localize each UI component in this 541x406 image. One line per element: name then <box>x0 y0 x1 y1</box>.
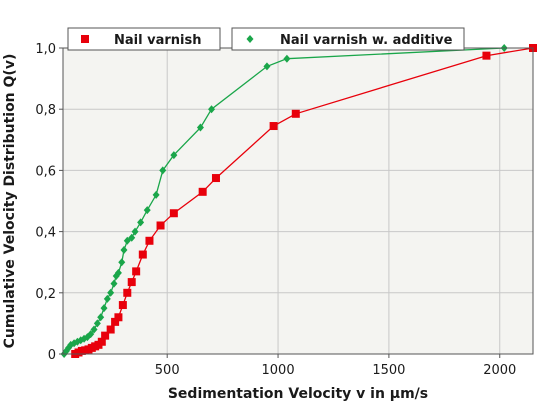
x-axis-title: Sedimentation Velocity v in µm/s <box>168 386 428 402</box>
data-point <box>97 337 106 346</box>
data-point <box>127 278 136 287</box>
y-tick-label: 1,0 <box>35 42 56 57</box>
x-tick-label: 500 <box>155 363 180 378</box>
data-point <box>118 258 126 267</box>
data-point <box>103 294 111 303</box>
y-tick-label: 0,8 <box>35 103 56 118</box>
data-point <box>196 123 204 132</box>
data-point <box>269 122 278 131</box>
legend-label-nail-varnish: Nail varnish <box>114 33 201 48</box>
data-point <box>170 151 178 160</box>
data-point <box>120 245 128 254</box>
plot-area <box>63 48 533 354</box>
data-point <box>118 301 127 310</box>
data-point <box>211 174 220 183</box>
data-point <box>137 218 145 227</box>
legend-marker-nail-varnish <box>81 35 89 43</box>
data-point <box>90 325 98 334</box>
data-point <box>198 187 207 196</box>
data-point <box>123 288 132 297</box>
y-axis-title: Cumulative Velocity Distribution Q(v) <box>2 54 18 349</box>
data-point <box>114 313 123 322</box>
data-point <box>143 206 151 215</box>
data-point <box>97 313 105 322</box>
data-point <box>93 319 101 328</box>
y-tick-label: 0 <box>48 348 56 363</box>
data-point <box>107 288 115 297</box>
data-point <box>145 236 154 245</box>
data-point <box>291 109 300 118</box>
x-tick-label: 2000 <box>483 363 516 378</box>
data-point <box>128 233 136 242</box>
legend: Nail varnish Nail varnish w. additive <box>67 27 465 51</box>
data-point <box>482 51 491 60</box>
data-point <box>263 62 271 71</box>
data-point <box>114 268 122 277</box>
data-point <box>208 105 216 114</box>
data-point <box>106 325 115 334</box>
y-tick-label: 0,6 <box>35 164 56 179</box>
data-point <box>156 221 165 230</box>
data-point <box>159 166 167 175</box>
legend-label-nail-varnish-additive: Nail varnish w. additive <box>280 33 453 48</box>
data-point <box>100 304 108 313</box>
data-point <box>283 54 291 63</box>
y-tick-label: 0,2 <box>35 287 56 302</box>
data-point <box>101 331 110 340</box>
series-nail-varnish-additive <box>60 44 508 358</box>
data-point <box>110 279 118 288</box>
data-point <box>132 267 141 276</box>
data-point <box>152 190 160 199</box>
legend-box-nail-varnish-additive <box>231 27 465 51</box>
x-tick-label: 1500 <box>372 363 405 378</box>
data-point <box>138 250 147 259</box>
legend-marker-nail-varnish-additive <box>246 35 254 43</box>
data-point <box>111 317 120 326</box>
axes: 0 0,2 0,4 0,6 0,8 1,0 500 1000 1500 2000 <box>35 42 516 378</box>
data-point <box>169 209 178 218</box>
x-tick-label: 1000 <box>262 363 295 378</box>
data-point <box>87 330 95 339</box>
legend-box-nail-varnish <box>67 27 221 51</box>
data-point <box>123 236 131 245</box>
data-point <box>131 227 139 236</box>
y-tick-label: 0,4 <box>35 226 56 241</box>
